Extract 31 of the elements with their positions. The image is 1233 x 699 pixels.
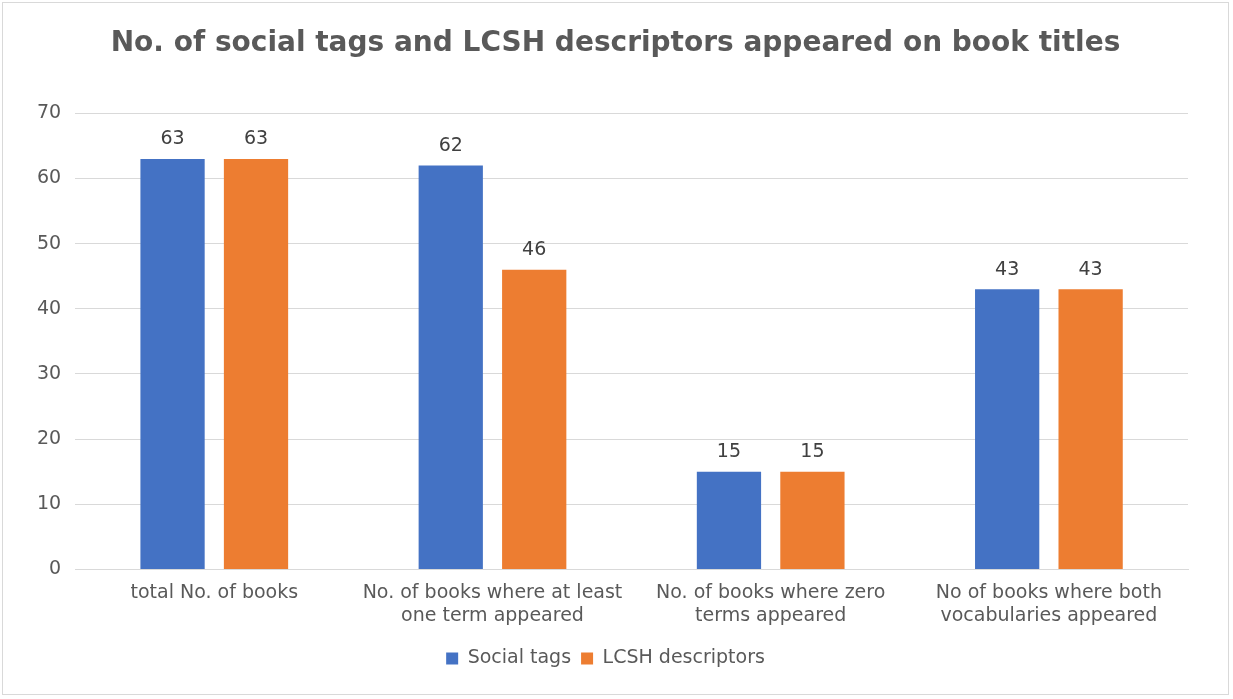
bar	[780, 471, 845, 569]
bar	[223, 159, 289, 569]
y-tick-label: 70	[36, 100, 62, 123]
y-tick-label: 0	[49, 556, 62, 579]
y-tick-label: 30	[36, 360, 62, 383]
x-tick-label: total No. of books	[130, 579, 299, 602]
data-label: 63	[243, 126, 269, 149]
y-tick-label: 60	[36, 165, 62, 188]
y-tick-label: 10	[36, 491, 62, 514]
data-label: 15	[716, 439, 742, 462]
bar	[502, 269, 567, 569]
bar	[696, 471, 762, 569]
bar	[975, 289, 1040, 569]
x-tick-label: No. of books where at least one term appeared	[362, 579, 623, 625]
data-label: 43	[995, 256, 1020, 279]
data-label: 62	[438, 132, 463, 155]
y-tick-label: 40	[36, 295, 62, 318]
data-label: 43	[1078, 256, 1103, 279]
bar	[1058, 289, 1123, 569]
legend-label: LCSH descriptors	[602, 645, 765, 668]
bar	[140, 159, 205, 569]
x-tick-label: No of books where both vocabularies appeared	[935, 579, 1162, 625]
data-label: 63	[160, 126, 185, 149]
chart-title: No. of social tags and LCSH descriptors appeared on book titles	[109, 25, 1122, 58]
x-tick-label: No. of books where zero terms appeared	[656, 579, 886, 625]
y-tick-label: 20	[36, 426, 62, 449]
legend-label: Social tags	[467, 645, 572, 668]
y-tick-label: 50	[36, 230, 62, 253]
bar	[418, 165, 483, 569]
data-label: 46	[522, 237, 547, 260]
data-label: 15	[800, 439, 825, 462]
